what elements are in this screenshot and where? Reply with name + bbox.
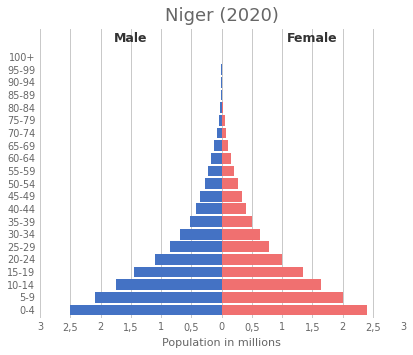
Bar (95, 292, 222, 303)
Bar (155, 254, 222, 265)
Bar (205, 178, 222, 189)
Bar (222, 127, 226, 138)
Bar (221, 90, 222, 100)
Bar (222, 191, 242, 202)
Bar (190, 216, 222, 227)
Bar (116, 279, 222, 290)
Bar (70, 305, 222, 316)
Bar (211, 153, 222, 164)
Bar (196, 203, 222, 214)
Bar (222, 178, 238, 189)
X-axis label: Population in millions: Population in millions (162, 338, 281, 348)
Bar (222, 102, 223, 113)
Bar (220, 102, 222, 113)
Bar (180, 229, 222, 240)
Bar (222, 216, 252, 227)
Bar (218, 115, 222, 126)
Bar (217, 127, 222, 138)
Bar (222, 115, 225, 126)
Bar (222, 267, 303, 278)
Bar (200, 191, 222, 202)
Text: Female: Female (287, 32, 337, 45)
Title: Niger (2020): Niger (2020) (165, 7, 278, 25)
Bar (222, 140, 228, 151)
Bar (170, 241, 222, 252)
Bar (222, 241, 269, 252)
Bar (222, 254, 282, 265)
Bar (222, 292, 342, 303)
Bar (134, 267, 222, 278)
Text: Male: Male (114, 32, 147, 45)
Bar (222, 279, 321, 290)
Bar (222, 229, 260, 240)
Bar (222, 203, 246, 214)
Bar (222, 305, 367, 316)
Bar (222, 165, 234, 176)
Bar (214, 140, 222, 151)
Bar (222, 153, 231, 164)
Bar (208, 165, 222, 176)
